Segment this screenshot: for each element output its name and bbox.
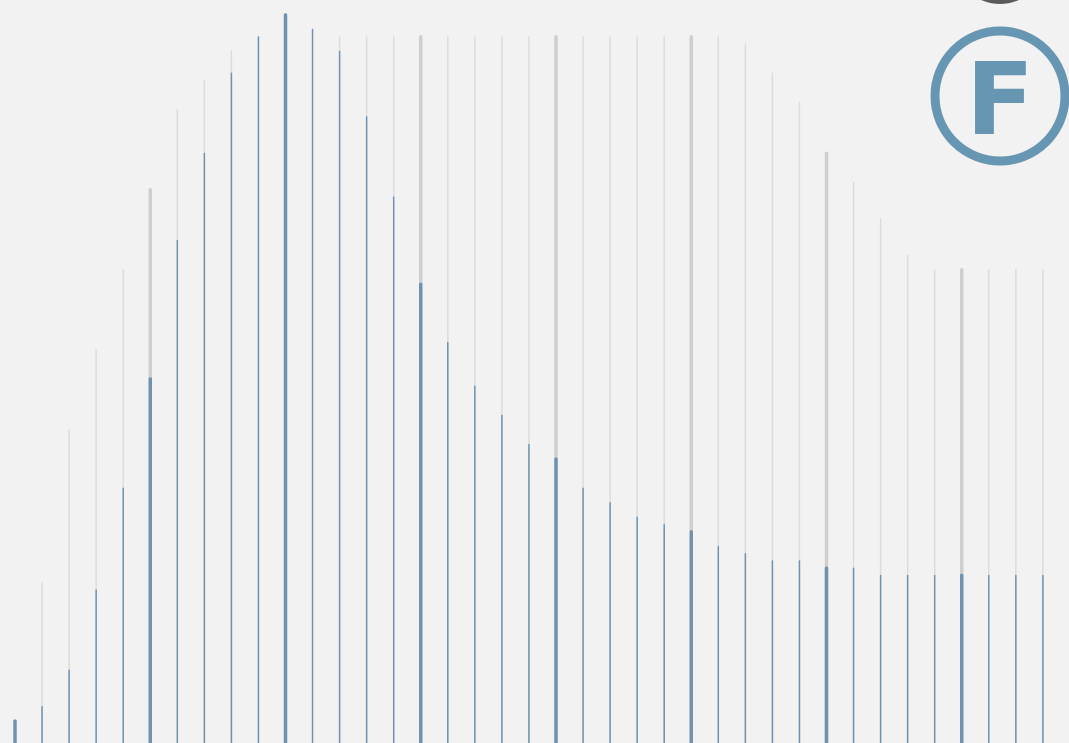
- circled-letter-icon: [930, 26, 1069, 166]
- corner-badge-icon: [981, 0, 1019, 4]
- badge-letter: F: [966, 41, 1034, 158]
- letter-badge: F: [930, 26, 1069, 166]
